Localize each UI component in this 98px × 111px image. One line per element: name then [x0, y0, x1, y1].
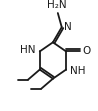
Text: H₂N: H₂N [47, 0, 67, 10]
Text: O: O [82, 46, 90, 56]
Text: HN: HN [20, 45, 36, 55]
Text: N: N [64, 22, 71, 32]
Text: NH: NH [70, 66, 85, 76]
